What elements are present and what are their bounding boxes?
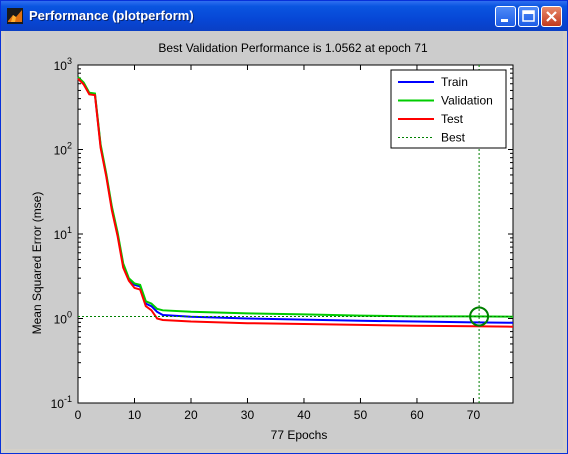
y-tick-label: 103 — [54, 56, 72, 73]
y-axis-label: Mean Squared Error (mse) — [30, 192, 44, 335]
matlab-icon — [7, 8, 23, 24]
x-tick-label: 50 — [354, 408, 368, 422]
close-button[interactable] — [541, 6, 562, 27]
maximize-button[interactable] — [518, 6, 539, 27]
y-tick-label: 101 — [54, 225, 72, 242]
x-tick-label: 0 — [75, 408, 82, 422]
series-line-test — [77, 77, 514, 328]
title-bar[interactable]: Performance (plotperform) — [1, 1, 567, 31]
y-tick-label: 10-1 — [51, 394, 72, 411]
x-tick-label: 30 — [241, 408, 255, 422]
x-tick-label: 10 — [128, 408, 142, 422]
x-tick-label: 20 — [184, 408, 198, 422]
window-title: Performance (plotperform) — [29, 8, 194, 23]
legend: Train Validation Test Best — [390, 69, 507, 149]
series-layer — [77, 76, 514, 328]
close-icon — [546, 11, 557, 22]
minimize-icon — [501, 19, 508, 22]
legend-label-train: Train — [441, 75, 468, 89]
y-tick-label: 100 — [54, 310, 72, 327]
figure-area: Best Validation Performance is 1.0562 at… — [5, 31, 563, 449]
minimize-button[interactable] — [495, 6, 516, 27]
chart-title: Best Validation Performance is 1.0562 at… — [158, 41, 428, 55]
x-axis-label: 77 Epochs — [271, 428, 328, 442]
legend-label-best: Best — [441, 131, 466, 145]
performance-chart: Best Validation Performance is 1.0562 at… — [30, 41, 514, 442]
best-circle — [469, 306, 490, 327]
maximize-icon — [522, 10, 535, 22]
legend-label-validation: Validation — [441, 94, 493, 108]
tick-labels: 0 10 20 30 40 50 60 70 10-1 100 101 102 103 — [51, 56, 481, 422]
x-tick-label: 60 — [410, 408, 424, 422]
legend-label-test: Test — [441, 112, 464, 126]
x-tick-label: 70 — [467, 408, 481, 422]
x-tick-label: 40 — [297, 408, 311, 422]
y-tick-label: 102 — [54, 141, 72, 158]
